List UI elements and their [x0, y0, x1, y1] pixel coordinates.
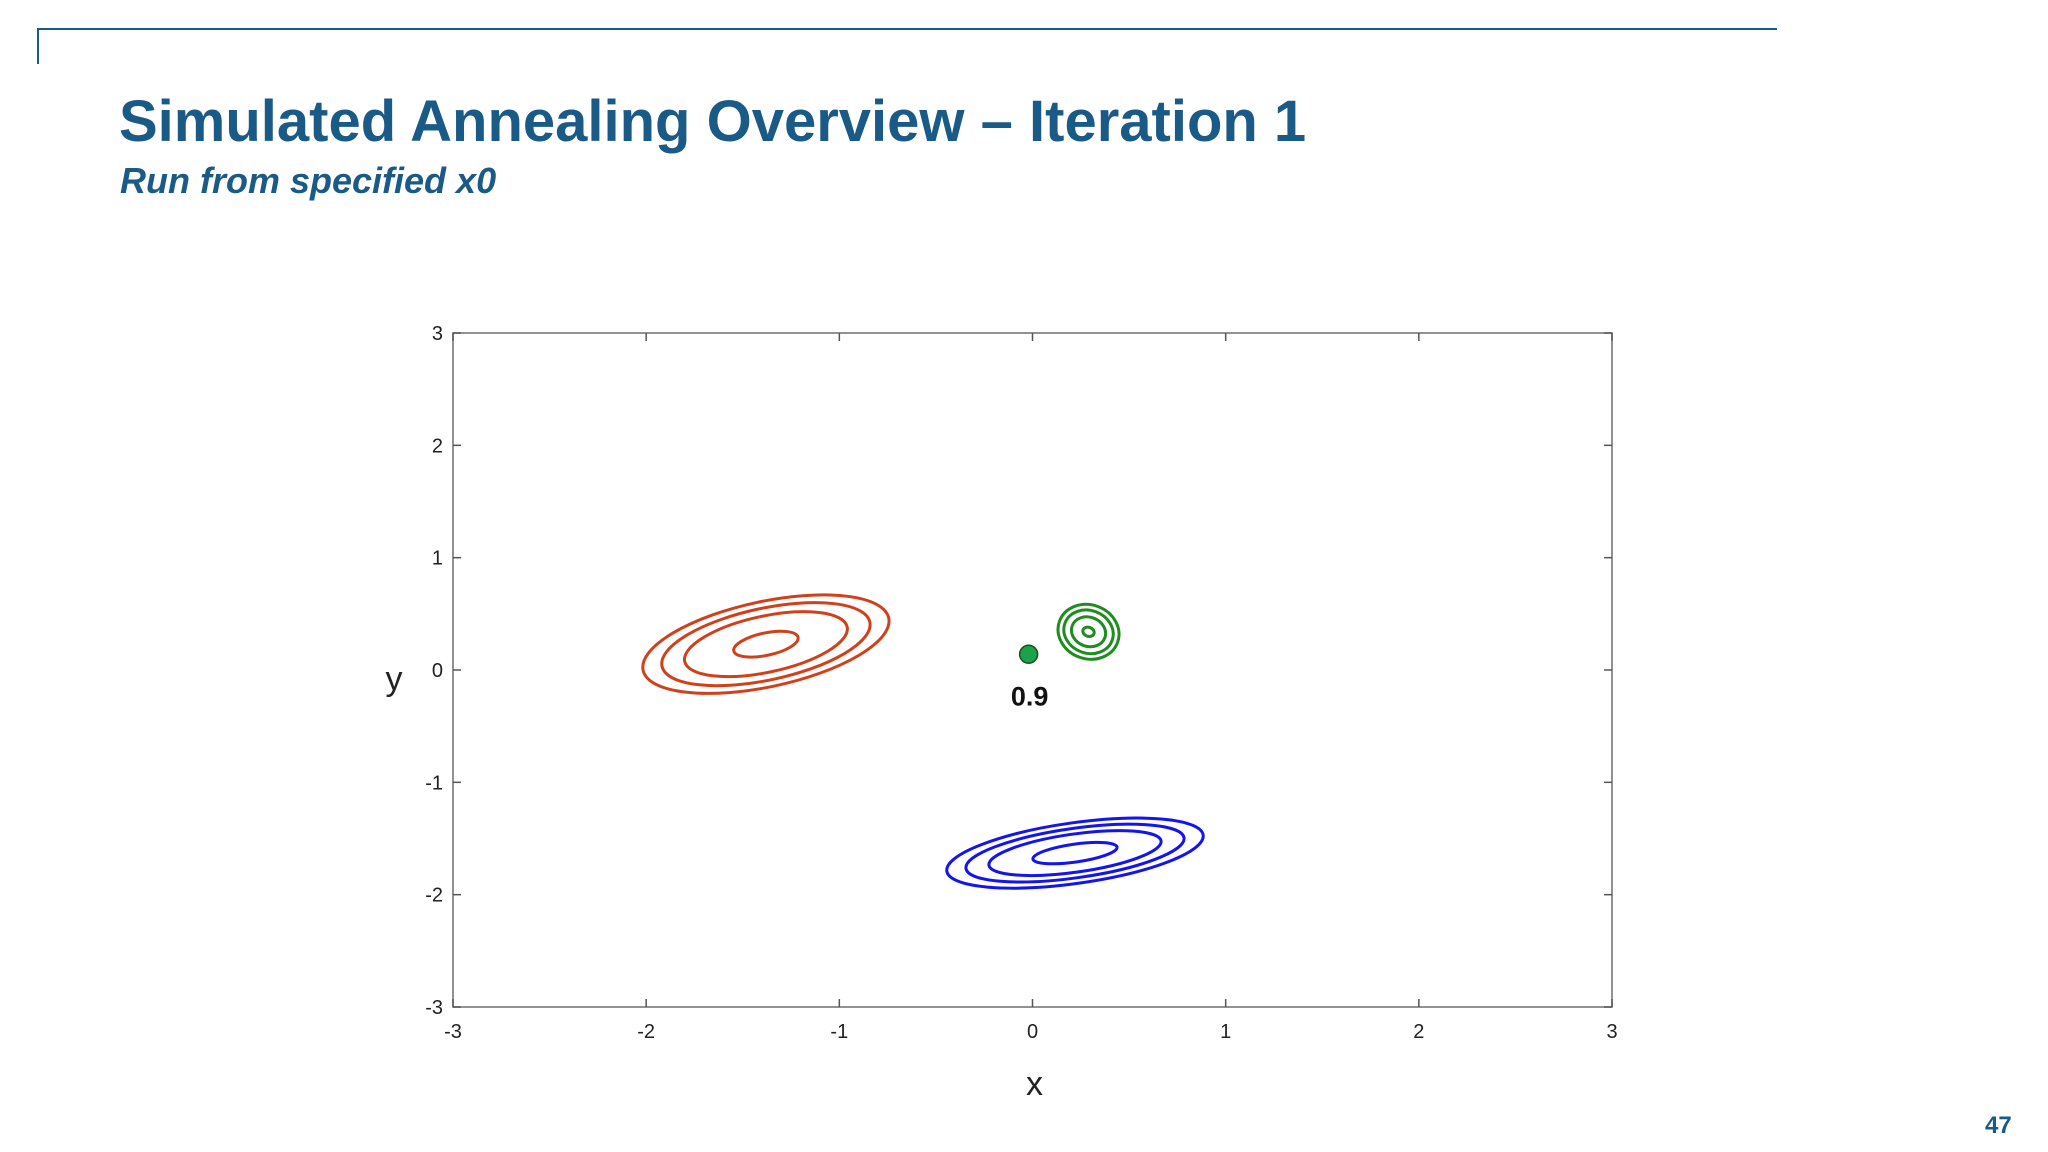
y-axis-label: y: [386, 660, 403, 698]
x-axis-label: x: [1026, 1065, 1043, 1103]
current-point-label: 0.9: [1011, 681, 1049, 711]
contour-level-line: [682, 610, 849, 679]
x-tick-label: 2: [1413, 1021, 1424, 1043]
x-tick-label: -2: [637, 1021, 655, 1043]
contour-level-line: [641, 593, 891, 695]
plot-area-frame: [452, 332, 1613, 1008]
page-number: 47: [1985, 1112, 2012, 1139]
slide-title: Simulated Annealing Overview – Iteration…: [119, 89, 1307, 154]
contour-level-line: [945, 816, 1205, 890]
contour-level-line: [1062, 608, 1115, 656]
contour-level-line: [1081, 625, 1096, 638]
y-tick-label: 3: [432, 323, 443, 345]
y-tick-label: -1: [425, 772, 443, 794]
x-tick-label: 3: [1606, 1021, 1617, 1043]
left-frame-line: [37, 28, 39, 64]
contour-level-line: [1056, 602, 1121, 661]
x-tick-label: -1: [830, 1021, 848, 1043]
contour-level-line: [660, 601, 872, 688]
y-tick-label: -2: [425, 885, 443, 907]
slide-subtitle: Run from specified x0: [120, 160, 497, 201]
contour-level-line: [732, 629, 800, 659]
x-tick-label: 0: [1027, 1021, 1038, 1043]
top-frame-line: [37, 28, 1777, 30]
y-tick-label: 1: [432, 548, 443, 570]
contour-level-line: [1069, 615, 1108, 649]
x-tick-label: 1: [1220, 1021, 1231, 1043]
y-tick-label: 0: [432, 660, 443, 682]
contour-level-line: [1031, 840, 1119, 866]
contour-level-line: [964, 822, 1186, 884]
y-tick-label: 2: [432, 435, 443, 457]
current-point-marker: [1018, 644, 1039, 665]
x-tick-label: -3: [444, 1021, 462, 1043]
contour-level-line: [987, 829, 1163, 878]
y-tick-label: -3: [425, 997, 443, 1019]
